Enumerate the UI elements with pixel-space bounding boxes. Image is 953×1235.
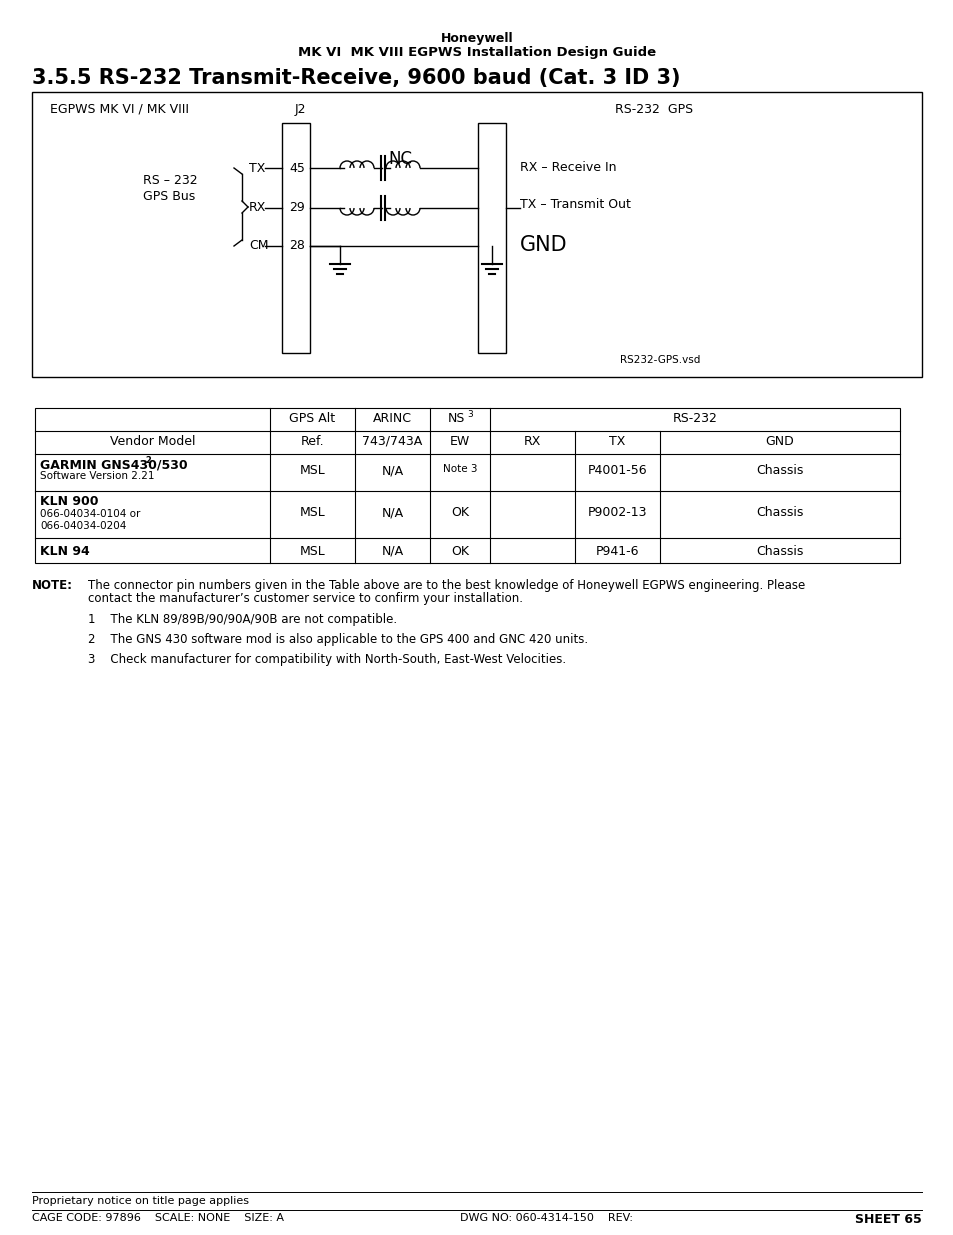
Text: 28: 28 bbox=[289, 240, 305, 252]
Text: GND: GND bbox=[519, 235, 567, 254]
Text: CAGE CODE: 97896    SCALE: NONE    SIZE: A: CAGE CODE: 97896 SCALE: NONE SIZE: A bbox=[32, 1213, 284, 1223]
Text: contact the manufacturer’s customer service to confirm your installation.: contact the manufacturer’s customer serv… bbox=[88, 592, 522, 605]
Text: P4001-56: P4001-56 bbox=[587, 464, 647, 477]
Text: RX – Receive In: RX – Receive In bbox=[519, 161, 616, 174]
Text: MK VI  MK VIII EGPWS Installation Design Guide: MK VI MK VIII EGPWS Installation Design … bbox=[297, 46, 656, 59]
Text: P941-6: P941-6 bbox=[595, 545, 639, 558]
Text: KLN 94: KLN 94 bbox=[40, 545, 90, 558]
Text: EW: EW bbox=[450, 435, 470, 448]
Text: 2: 2 bbox=[145, 456, 151, 466]
Text: DWG NO: 060-4314-150    REV:: DWG NO: 060-4314-150 REV: bbox=[459, 1213, 633, 1223]
Text: 3.5.5 RS-232 Transmit-Receive, 9600 baud (Cat. 3 ID 3): 3.5.5 RS-232 Transmit-Receive, 9600 baud… bbox=[32, 68, 679, 88]
Text: Chassis: Chassis bbox=[756, 545, 802, 558]
Text: TX: TX bbox=[249, 162, 265, 175]
Text: N/A: N/A bbox=[381, 545, 403, 558]
Text: RS-232: RS-232 bbox=[672, 412, 717, 425]
Text: ARINC: ARINC bbox=[373, 412, 412, 425]
Text: Honeywell: Honeywell bbox=[440, 32, 513, 44]
Text: 45: 45 bbox=[289, 162, 305, 175]
Text: RS – 232: RS – 232 bbox=[143, 174, 197, 186]
Text: NC: NC bbox=[388, 149, 412, 168]
Text: MSL: MSL bbox=[299, 464, 325, 477]
Text: Software Version 2.21: Software Version 2.21 bbox=[40, 471, 154, 480]
Text: CM: CM bbox=[249, 240, 268, 252]
Text: NS: NS bbox=[447, 412, 464, 425]
Text: 743/743A: 743/743A bbox=[362, 435, 422, 448]
Bar bbox=[282, 124, 310, 353]
Text: KLN 900: KLN 900 bbox=[40, 495, 98, 508]
Text: 3    Check manufacturer for compatibility with North-South, East-West Velocities: 3 Check manufacturer for compatibility w… bbox=[88, 653, 565, 666]
Text: TX – Transmit Out: TX – Transmit Out bbox=[519, 198, 630, 211]
Text: RS-232  GPS: RS-232 GPS bbox=[615, 103, 693, 116]
Text: Ref.: Ref. bbox=[300, 435, 324, 448]
Text: RX: RX bbox=[523, 435, 540, 448]
Text: 2    The GNS 430 software mod is also applicable to the GPS 400 and GNC 420 unit: 2 The GNS 430 software mod is also appli… bbox=[88, 634, 587, 646]
Text: 066-04034-0104 or: 066-04034-0104 or bbox=[40, 509, 140, 519]
Text: The connector pin numbers given in the Table above are to the best knowledge of : The connector pin numbers given in the T… bbox=[88, 579, 804, 592]
Bar bbox=[477, 124, 505, 353]
Text: SHEET 65: SHEET 65 bbox=[854, 1213, 921, 1226]
Text: 3: 3 bbox=[467, 410, 473, 419]
Text: EGPWS MK VI / MK VIII: EGPWS MK VI / MK VIII bbox=[50, 103, 189, 116]
Text: GARMIN GNS430/530: GARMIN GNS430/530 bbox=[40, 458, 188, 471]
Text: OK: OK bbox=[451, 545, 469, 558]
Bar bbox=[35, 408, 899, 563]
Text: 066-04034-0204: 066-04034-0204 bbox=[40, 521, 126, 531]
Text: TX: TX bbox=[609, 435, 625, 448]
Text: GND: GND bbox=[765, 435, 794, 448]
Text: MSL: MSL bbox=[299, 545, 325, 558]
Text: Vendor Model: Vendor Model bbox=[110, 435, 195, 448]
Text: GPS Alt: GPS Alt bbox=[289, 412, 335, 425]
Text: RX: RX bbox=[249, 201, 266, 214]
Text: MSL: MSL bbox=[299, 506, 325, 519]
Text: N/A: N/A bbox=[381, 464, 403, 477]
Text: P9002-13: P9002-13 bbox=[587, 506, 646, 519]
Text: J2: J2 bbox=[294, 103, 306, 116]
Bar bbox=[32, 91, 921, 377]
Text: Chassis: Chassis bbox=[756, 506, 802, 519]
Text: GPS Bus: GPS Bus bbox=[143, 190, 195, 203]
Text: Proprietary notice on title page applies: Proprietary notice on title page applies bbox=[32, 1195, 249, 1207]
Text: RS232-GPS.vsd: RS232-GPS.vsd bbox=[619, 354, 700, 366]
Text: OK: OK bbox=[451, 506, 469, 519]
Text: 29: 29 bbox=[289, 201, 304, 214]
Text: N/A: N/A bbox=[381, 506, 403, 519]
Text: 1    The KLN 89/89B/90/90A/90B are not compatible.: 1 The KLN 89/89B/90/90A/90B are not comp… bbox=[88, 613, 396, 626]
Text: NOTE:: NOTE: bbox=[32, 579, 73, 592]
Text: Note 3: Note 3 bbox=[442, 464, 476, 474]
Text: Chassis: Chassis bbox=[756, 464, 802, 477]
